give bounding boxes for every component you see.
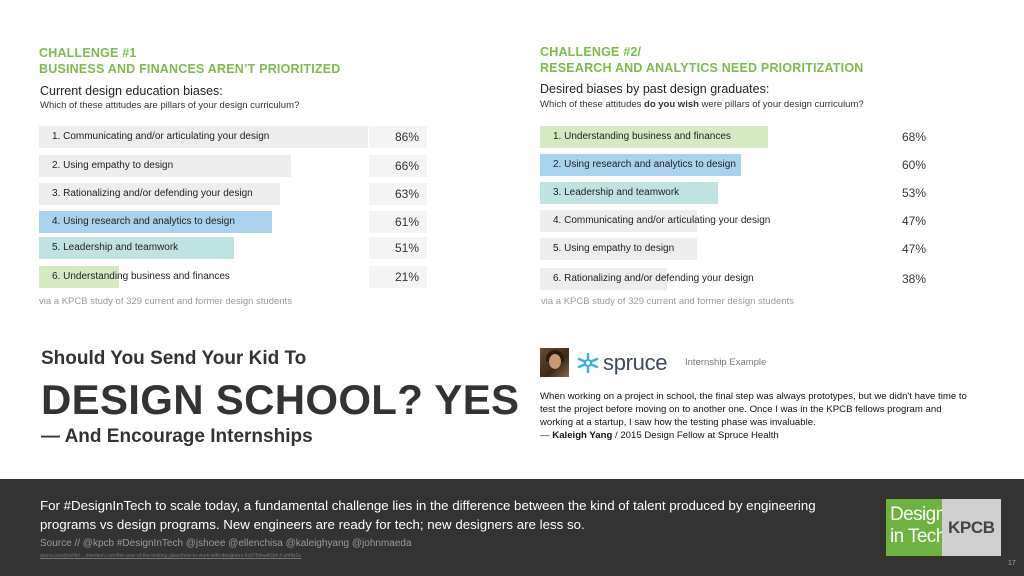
bar-row: 6. Rationalizing and/or defending your d… [540,268,928,290]
bar-fill [39,266,119,288]
avatar [540,348,569,377]
bar-percent: 47% [901,214,926,228]
footer-band: For #DesignInTech to scale today, a fund… [0,479,1024,576]
bar-fill [540,182,718,204]
footer-source: Source // @kpcb #DesignInTech @jshoee @e… [40,538,412,549]
bar-label: 3. Rationalizing and/or defending your d… [52,188,253,199]
bar-percent: 63% [369,183,427,205]
challenge-1-title: BUSINESS AND FINANCES AREN’T PRIORITIZED [39,62,341,76]
bar-fill [540,268,667,290]
quote-attribution: — Kaleigh Yang / 2015 Design Fellow at S… [540,430,779,441]
bar-label: 6. Rationalizing and/or defending your d… [553,273,754,284]
footer-url-link[interactable]: quora.com/profile/... /medium.com/the-ye… [40,553,302,559]
logo-kpcb-text: KPCB [948,518,995,537]
kpcb-logo: KPCB [942,499,1001,556]
bar-percent: 66% [369,155,427,177]
question-sub-pre: Which of these attitudes [540,99,645,110]
bar-fill [39,237,234,259]
bar-label: 2. Using research and analytics to desig… [553,159,736,170]
design-in-tech-logo: Design in Tech [886,499,946,556]
bar-fill [39,211,272,233]
logo-intech-text: in Tech [890,526,946,547]
spruce-wordmark: spruce [603,350,668,375]
challenge-1-heading: CHALLENGE #1 BUSINESS AND FINANCES AREN’… [39,45,459,77]
bar-percent: 86% [369,126,427,148]
challenge-2-question-sub: Which of these attitudes do you wish wer… [540,99,864,110]
attr-suffix: / 2015 Design Fellow at Spruce Health [612,430,779,441]
bar-fill [39,155,291,177]
attr-name: Kaleigh Yang [552,430,613,441]
bar-percent: 68% [901,130,926,144]
challenge-2-question-title: Desired biases by past design graduates: [540,82,770,96]
bar-percent: 47% [901,242,926,256]
logo-design-text: Design [890,504,946,525]
bar-fill [540,238,697,260]
question-sub-post: were pillars of your design curriculum? [698,99,864,110]
bar-label: 4. Communicating and/or articulating you… [553,215,771,226]
bar-row: 3. Rationalizing and/or defending your d… [39,183,427,205]
challenge-1-question-sub: Which of these attitudes are pillars of … [40,100,300,111]
bar-fill [540,154,741,176]
internship-quote: When working on a project in school, the… [540,390,970,442]
bar-label: 4. Using research and analytics to desig… [52,216,235,227]
bar-fill [39,183,280,205]
bar-row: 2. Using research and analytics to desig… [540,154,928,176]
headline-kicker: Should You Send Your Kid To [41,348,307,369]
spruce-mark-icon [577,352,599,374]
challenge-1-source-note: via a KPCB study of 329 current and form… [39,296,292,307]
challenge-1-question-title: Current design education biases: [40,84,223,98]
bar-percent: 60% [901,158,926,172]
bar-row: 6. Understanding business and finances 21… [39,266,427,288]
bar-percent: 38% [901,272,926,286]
bar-label: 1. Communicating and/or articulating you… [52,131,270,142]
page-number: 17 [1008,560,1016,567]
challenge-2-number: CHALLENGE #2/ [540,45,642,59]
challenge-2-heading: CHALLENGE #2/ RESEARCH AND ANALYTICS NEE… [540,44,960,76]
question-sub-emphasis: do you wish [644,99,699,110]
bar-row: 1. Communicating and/or articulating you… [39,126,427,148]
bar-row: 4. Communicating and/or articulating you… [540,210,928,232]
headline-subtitle: — And Encourage Internships [41,426,313,447]
challenge-2-source-note: via a KPCB study of 329 current and form… [541,296,794,307]
bar-percent: 51% [369,237,427,259]
headline-main: DESIGN SCHOOL? YES [41,376,520,423]
bar-row: 2. Using empathy to design 66% [39,155,427,177]
bar-row: 3. Leadership and teamwork 53% [540,182,928,204]
bar-label: 6. Understanding business and finances [52,271,230,282]
bar-percent: 61% [369,211,427,233]
bar-percent: 21% [369,266,427,288]
bar-label: 5. Leadership and teamwork [52,242,179,253]
bar-fill [540,210,697,232]
bar-percent: 53% [901,186,926,200]
bar-row: 4. Using research and analytics to desig… [39,211,427,233]
bar-label: 1. Understanding business and finances [553,131,731,142]
footer-text: For #DesignInTech to scale today, a fund… [40,498,816,532]
internship-tag: Internship Example [685,357,767,368]
challenge-1-number: CHALLENGE #1 [39,46,137,60]
attr-prefix: — [540,430,553,441]
bar-row: 5. Using empathy to design 47% [540,238,928,260]
bar-row: 5. Leadership and teamwork 51% [39,237,427,259]
quote-text: When working on a project in school, the… [540,391,967,428]
bar-fill [39,126,368,148]
avatar-face [549,354,561,369]
bar-label: 5. Using empathy to design [553,243,675,254]
bar-fill [540,126,768,148]
bar-label: 2. Using empathy to design [52,160,174,171]
challenge-2-title: RESEARCH AND ANALYTICS NEED PRIORITIZATI… [540,61,864,75]
bar-row: 1. Understanding business and finances 68… [540,126,928,148]
bar-label: 3. Leadership and teamwork [553,187,680,198]
